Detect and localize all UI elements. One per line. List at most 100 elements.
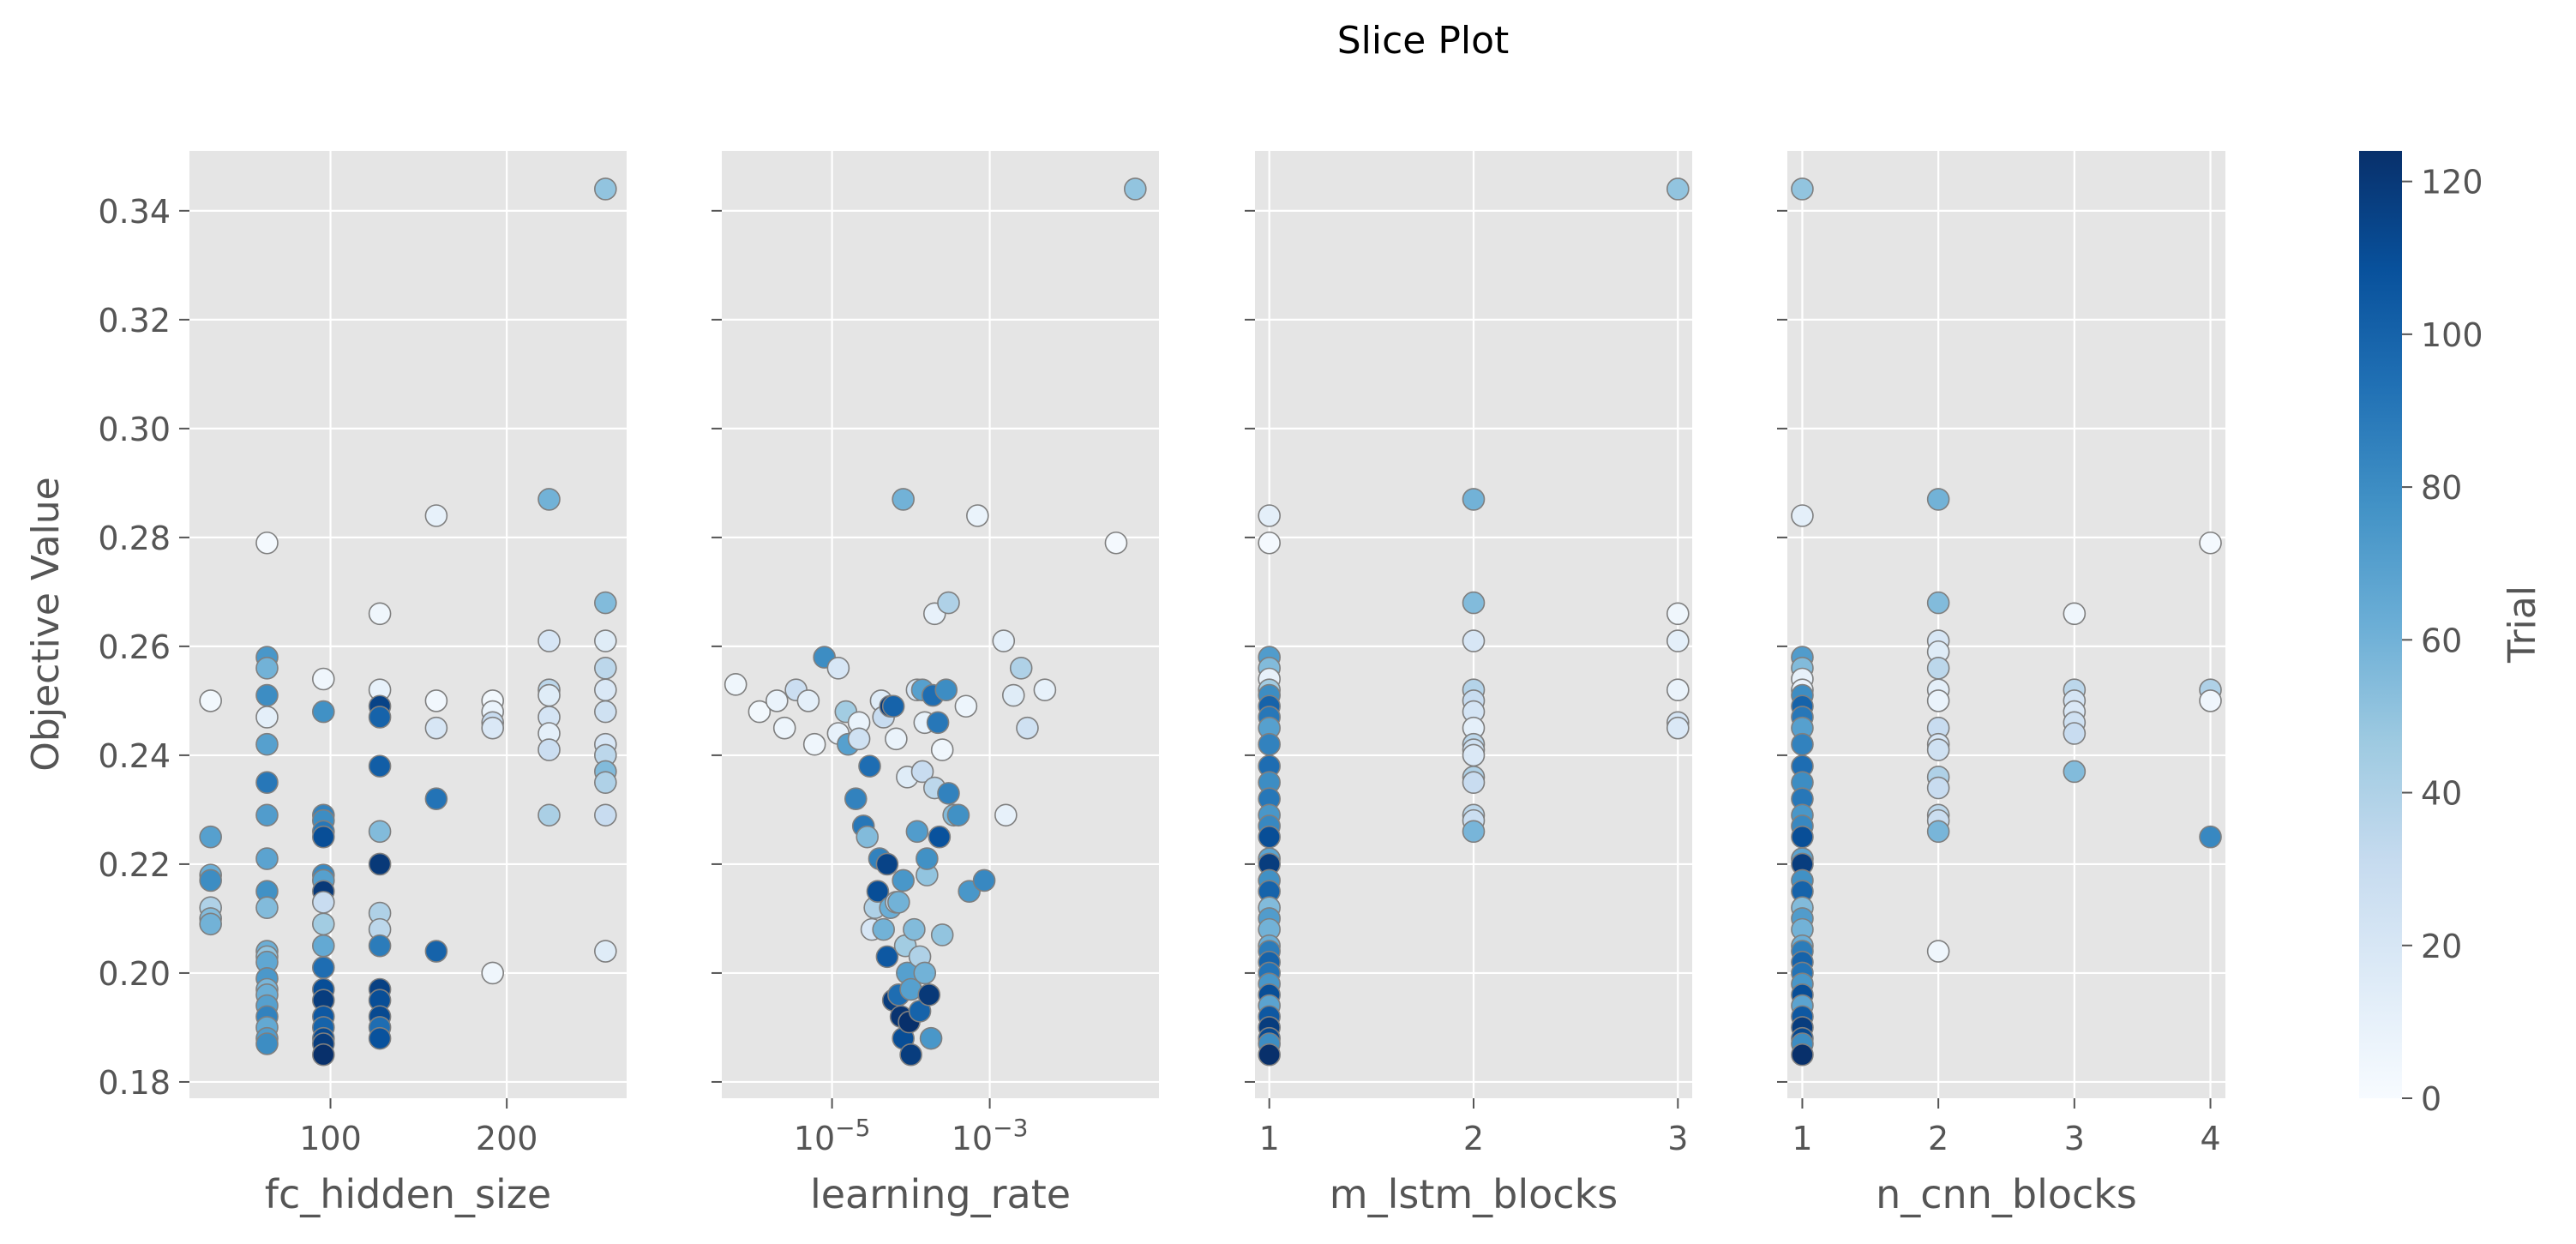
data-point[interactable] [856, 825, 880, 849]
data-point[interactable] [424, 689, 448, 712]
data-point[interactable] [1104, 531, 1128, 555]
data-point[interactable] [899, 1043, 922, 1067]
data-point[interactable] [311, 912, 335, 936]
data-point[interactable] [537, 803, 561, 827]
data-point[interactable] [255, 803, 279, 827]
data-point[interactable] [946, 803, 970, 827]
data-point[interactable] [1124, 177, 1147, 201]
data-point[interactable] [916, 847, 939, 870]
data-point[interactable] [199, 825, 222, 849]
data-point[interactable] [994, 803, 1018, 827]
data-point[interactable] [311, 956, 335, 979]
data-point[interactable] [368, 820, 392, 844]
data-point[interactable] [926, 711, 950, 735]
data-point[interactable] [255, 706, 279, 729]
data-point[interactable] [424, 787, 448, 811]
data-point[interactable] [1926, 738, 1950, 761]
data-point[interactable] [594, 591, 617, 615]
data-point[interactable] [2063, 760, 2087, 784]
data-point[interactable] [1926, 591, 1950, 615]
data-point[interactable] [1016, 716, 1039, 740]
data-point[interactable] [255, 896, 279, 920]
data-point[interactable] [594, 940, 617, 963]
data-point[interactable] [424, 940, 448, 963]
data-point[interactable] [255, 683, 279, 707]
data-point[interactable] [537, 738, 561, 761]
data-point[interactable] [1462, 771, 1486, 794]
data-point[interactable] [748, 700, 772, 724]
data-point[interactable] [930, 738, 954, 761]
data-point[interactable] [992, 629, 1016, 652]
data-point[interactable] [311, 825, 335, 849]
data-point[interactable] [594, 803, 617, 827]
data-point[interactable] [368, 706, 392, 729]
data-point[interactable] [2199, 689, 2222, 712]
data-point[interactable] [887, 891, 910, 914]
data-point[interactable] [311, 700, 335, 724]
data-point[interactable] [1009, 657, 1033, 680]
data-point[interactable] [826, 657, 850, 680]
data-point[interactable] [1791, 177, 1814, 201]
data-point[interactable] [368, 1026, 392, 1050]
data-point[interactable] [1926, 940, 1950, 963]
data-point[interactable] [481, 716, 505, 740]
data-point[interactable] [796, 689, 820, 712]
data-point[interactable] [594, 678, 617, 702]
data-point[interactable] [311, 667, 335, 691]
data-point[interactable] [1462, 820, 1486, 844]
data-point[interactable] [1462, 629, 1486, 652]
data-point[interactable] [1791, 732, 1814, 756]
data-point[interactable] [937, 591, 960, 615]
data-point[interactable] [872, 917, 895, 941]
data-point[interactable] [905, 820, 929, 844]
data-point[interactable] [937, 782, 960, 805]
data-point[interactable] [928, 825, 952, 849]
data-point[interactable] [594, 177, 617, 201]
data-point[interactable] [255, 771, 279, 794]
data-point[interactable] [1462, 591, 1486, 615]
data-point[interactable] [2199, 825, 2222, 849]
data-point[interactable] [368, 754, 392, 778]
data-point[interactable] [1258, 732, 1281, 756]
data-point[interactable] [892, 488, 915, 511]
data-point[interactable] [885, 727, 908, 751]
data-point[interactable] [1666, 629, 1690, 652]
data-point[interactable] [537, 683, 561, 707]
data-point[interactable] [1926, 657, 1950, 680]
data-point[interactable] [199, 912, 222, 936]
data-point[interactable] [537, 629, 561, 652]
data-point[interactable] [1258, 504, 1281, 527]
data-point[interactable] [954, 694, 978, 718]
data-point[interactable] [1462, 488, 1486, 511]
data-point[interactable] [2063, 602, 2087, 626]
data-point[interactable] [594, 700, 617, 724]
data-point[interactable] [1258, 1043, 1281, 1067]
data-point[interactable] [255, 657, 279, 680]
data-point[interactable] [2199, 531, 2222, 555]
data-point[interactable] [1001, 683, 1025, 707]
data-point[interactable] [765, 689, 789, 712]
data-point[interactable] [1666, 602, 1690, 626]
data-point[interactable] [1462, 743, 1486, 767]
data-point[interactable] [594, 629, 617, 652]
data-point[interactable] [1791, 1043, 1814, 1067]
data-point[interactable] [368, 934, 392, 958]
data-point[interactable] [1666, 716, 1690, 740]
data-point[interactable] [875, 945, 899, 969]
data-point[interactable] [1926, 820, 1950, 844]
data-point[interactable] [875, 852, 899, 876]
data-point[interactable] [930, 923, 954, 947]
data-point[interactable] [1258, 825, 1281, 849]
data-point[interactable] [594, 657, 617, 680]
data-point[interactable] [910, 760, 934, 784]
data-point[interactable] [1926, 488, 1950, 511]
data-point[interactable] [537, 488, 561, 511]
data-point[interactable] [1033, 678, 1057, 702]
data-point[interactable] [1666, 177, 1690, 201]
data-point[interactable] [972, 868, 996, 892]
data-point[interactable] [881, 694, 905, 718]
data-point[interactable] [424, 716, 448, 740]
data-point[interactable] [311, 891, 335, 914]
data-point[interactable] [1258, 531, 1281, 555]
data-point[interactable] [255, 1032, 279, 1055]
